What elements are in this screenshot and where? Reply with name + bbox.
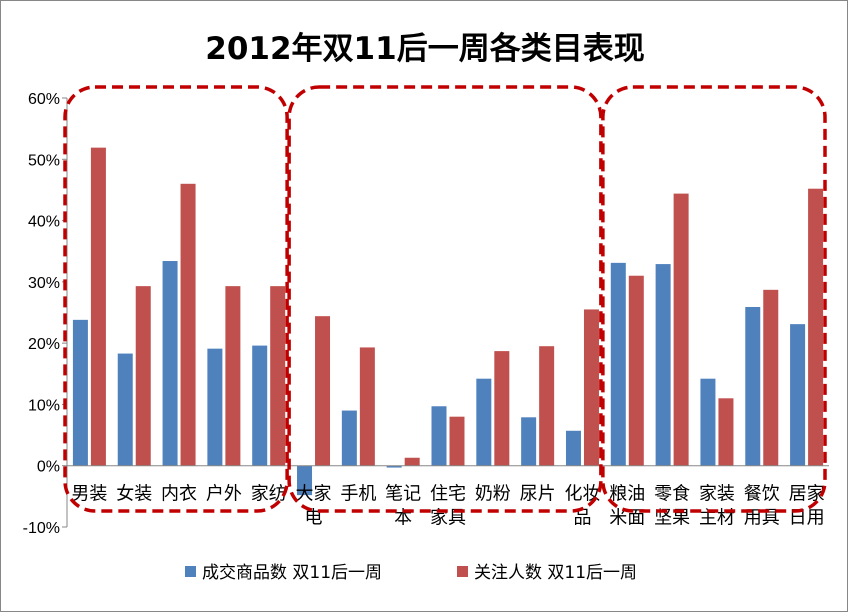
- y-tick-label: 40%: [28, 214, 60, 231]
- bar-series-2: [315, 316, 331, 466]
- chart-title: 2012年双11后一周各类目表现: [205, 31, 644, 67]
- x-tick-label: 家装主材: [699, 484, 735, 529]
- y-axis: -10% 0% 10% 20% 30% 40% 50% 60%: [23, 91, 67, 537]
- bar-series-2: [449, 416, 465, 466]
- bar-series-1: [790, 324, 806, 466]
- bar-series-2: [583, 309, 599, 466]
- bar-series-1: [521, 417, 537, 466]
- bar-series-2: [494, 351, 510, 466]
- bars: [72, 147, 824, 496]
- bar-series-2: [673, 193, 689, 466]
- x-tick-label: 奶粉: [475, 484, 511, 505]
- x-tick-label: 尿片: [520, 484, 556, 505]
- group-box-3: [601, 85, 827, 513]
- y-tick-label: 50%: [28, 152, 60, 169]
- group-box-1: [63, 85, 289, 513]
- x-tick-label: 男装: [71, 484, 107, 505]
- bar-series-2: [135, 286, 151, 466]
- x-tick-label: 零食坚果: [654, 484, 690, 529]
- bar-series-1: [476, 378, 492, 466]
- x-tick-label: 手机: [340, 484, 376, 505]
- bar-series-1: [386, 465, 402, 468]
- y-tick-label: 0%: [37, 459, 60, 476]
- y-tick-label: -10%: [23, 520, 60, 537]
- bar-series-1: [207, 348, 223, 466]
- legend-swatch-series-2: [457, 566, 468, 577]
- y-tick-label: 60%: [28, 91, 60, 108]
- x-tick-label: 户外: [206, 484, 242, 505]
- bar-series-1: [700, 378, 716, 466]
- x-tick-label: 内衣: [161, 484, 197, 505]
- bar-series-1: [341, 410, 357, 466]
- bar-series-2: [718, 398, 734, 466]
- bar-series-1: [655, 264, 671, 466]
- bar-series-2: [359, 347, 375, 466]
- x-tick-label: 女装: [116, 484, 152, 505]
- x-tick-label: 餐饮用具: [744, 484, 780, 529]
- legend-label-series-2: 关注人数 双11后一周: [474, 563, 637, 583]
- bar-series-2: [180, 183, 196, 466]
- x-tick-label: 家纺: [251, 484, 287, 505]
- legend-label-series-1: 成交商品数 双11后一周: [202, 563, 382, 583]
- bar-series-2: [808, 188, 824, 466]
- y-tick-label: 20%: [28, 336, 60, 353]
- legend: 成交商品数 双11后一周 关注人数 双11后一周: [185, 563, 637, 583]
- bar-series-1: [117, 353, 133, 466]
- bar-series-1: [72, 319, 88, 466]
- x-tick-label: 化妆品: [564, 484, 600, 529]
- bar-series-2: [270, 286, 286, 466]
- x-tick-label: 居家日用: [789, 484, 825, 529]
- bar-series-1: [252, 345, 268, 466]
- y-tick-label: 30%: [28, 275, 60, 292]
- bar-series-1: [162, 261, 178, 466]
- legend-swatch-series-1: [185, 566, 196, 577]
- bar-series-1: [745, 306, 761, 466]
- y-tick-label: 10%: [28, 397, 60, 414]
- bar-series-2: [225, 286, 241, 466]
- x-tick-label: 笔记本: [385, 484, 421, 529]
- bar-series-2: [763, 289, 779, 466]
- x-tick-label: 住宅家具: [430, 484, 466, 529]
- x-tick-label: 粮油米面: [609, 484, 645, 529]
- bar-series-2: [539, 346, 555, 466]
- group-box-2: [287, 85, 603, 513]
- category-group-annotations: [63, 85, 827, 513]
- x-tick-label: 大家电: [296, 484, 332, 529]
- bar-series-1: [565, 430, 581, 466]
- bar-series-1: [297, 465, 313, 496]
- bar-series-2: [90, 147, 106, 466]
- bar-series-2: [404, 457, 420, 466]
- bar-series-1: [610, 262, 626, 466]
- bar-series-2: [628, 275, 644, 466]
- bar-series-1: [431, 406, 447, 466]
